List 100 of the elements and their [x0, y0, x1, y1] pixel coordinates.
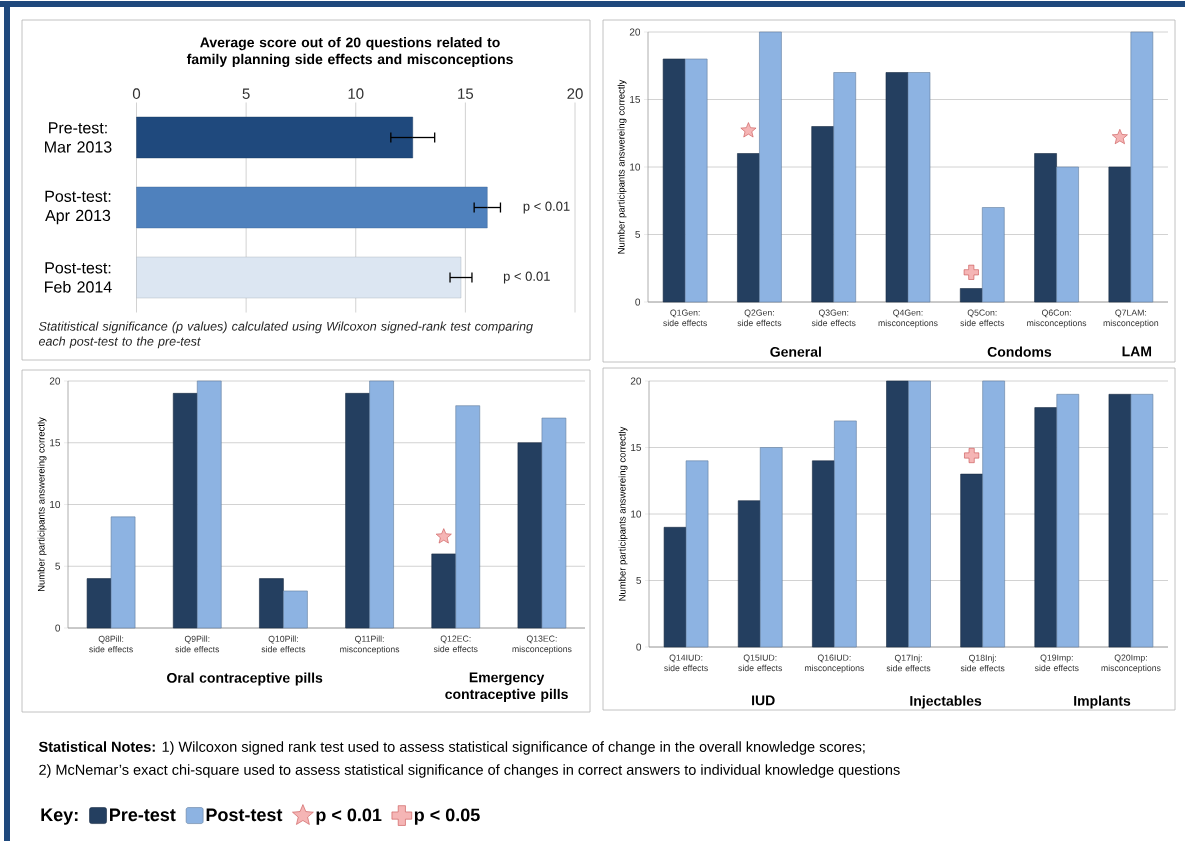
bar [960, 473, 983, 648]
bar [1130, 31, 1154, 303]
y-axis-title: Number participants answereing correctly [617, 79, 627, 254]
bar [885, 72, 909, 303]
y-tick-label: Post-test: Feb 2014 [45, 262, 112, 293]
text: Statitistical significance (p values) calculated using Wilcoxon signed-rank test comparing each post-test to the pre-test [38, 321, 533, 349]
y-tick-label: 10 [50, 500, 61, 509]
bar [196, 380, 222, 629]
y-axis-title: Number participants answereing correctly [37, 417, 47, 592]
bar [663, 527, 687, 648]
y-tick-label: 0 [55, 624, 61, 632]
x-tick-label: Q18Inj: side effects [960, 654, 1005, 672]
text: IUD [752, 695, 775, 706]
x-tick-label: 5 [242, 88, 250, 99]
x-tick-label: 15 [458, 88, 474, 99]
text: Oral contraceptive pills [167, 672, 323, 686]
y-tick-label: 20 [630, 377, 642, 385]
bar [811, 126, 835, 303]
y-axis-title: Number participants answereing correctly [618, 426, 628, 601]
bar [172, 393, 198, 629]
x-tick-label: 10 [348, 88, 364, 99]
y-tick-label: Post-test: Apr 2013 [45, 190, 111, 225]
x-tick-label: Q16IUD: misconceptions [804, 654, 865, 673]
bar [455, 405, 481, 629]
annotation: p < 0.01 [503, 271, 550, 284]
x-tick-label: Q5Con: side effects [960, 309, 1005, 327]
bar [908, 380, 931, 648]
legend-label: p < 0.05 [414, 808, 480, 825]
x-tick-label: Q11Pill: misconceptions [340, 635, 400, 655]
bar [737, 153, 760, 303]
x-tick-label: Q13EC: misconceptions [512, 635, 572, 654]
x-tick-label: Q1Gen: side effects [663, 309, 707, 327]
bar [982, 380, 1005, 648]
legend-label: Post-test [206, 808, 283, 822]
text: LAM [1122, 346, 1152, 357]
x-tick-label: Q14IUD: side effects [664, 654, 708, 672]
x-tick-label: Q9Pill: side effects [175, 635, 220, 653]
bar [431, 553, 457, 629]
text: 2) McNemar’s exact chi-square used to assess statistical significance of changes in correct answers to individual knowledge questions [39, 764, 900, 778]
y-tick-label: 5 [55, 562, 61, 570]
bar [1056, 394, 1080, 648]
bar [517, 442, 543, 629]
bar [136, 186, 488, 229]
bar [1034, 153, 1057, 303]
text: Statistical Notes: 1) Wilcoxon signed rank test used to assess statistical significance of change in the overall knowledge scores; [38, 741, 865, 755]
x-tick-label: Q19Imp: side effects [1034, 654, 1079, 672]
bar [86, 578, 112, 629]
x-tick-label: Q4Gen: misconceptions [878, 309, 938, 328]
y-tick-label: 0 [635, 298, 641, 306]
bar [1034, 407, 1058, 648]
chart-title: Average score out of 20 questions related to family planning side effects and misconceptions [186, 37, 513, 67]
x-tick-label: Q12EC: side effects [433, 635, 478, 653]
annotation: p < 0.01 [523, 201, 570, 214]
bar [737, 500, 761, 648]
bar [369, 380, 394, 629]
bar [812, 460, 835, 648]
bar [136, 256, 462, 299]
y-tick-label: 10 [630, 163, 641, 171]
bar [759, 447, 783, 648]
legend-title: Key: [41, 808, 78, 825]
x-tick-label: Q17Inj: side effects [886, 654, 931, 672]
bar [684, 58, 708, 303]
x-tick-label: Q8Pill: side effects [89, 635, 133, 653]
x-tick-label: Q7LAM: misconception [1103, 309, 1159, 328]
legend-label: Pre-test [110, 808, 176, 822]
bar [662, 58, 686, 303]
bar [981, 207, 1005, 303]
bar [259, 578, 284, 629]
bar [283, 590, 308, 629]
bar [959, 288, 983, 303]
legend-label: p < 0.01 [316, 808, 382, 825]
bar [110, 516, 136, 629]
text: Emergency contraceptive pills [445, 672, 568, 702]
bar [759, 31, 782, 303]
text: Condoms [987, 346, 1052, 357]
y-tick-label: 15 [631, 444, 642, 451]
bar [834, 420, 857, 648]
y-tick-label: 20 [629, 28, 641, 36]
x-tick-label: Q2Gen: side effects [737, 309, 782, 327]
x-tick-label: Q3Gen: side effects [811, 309, 856, 327]
bar [907, 72, 931, 303]
bar [886, 380, 909, 648]
text: General [770, 346, 821, 357]
text: Injectables [910, 695, 982, 709]
bar [541, 417, 567, 629]
x-tick-label: 0 [132, 88, 141, 99]
y-tick-label: 5 [635, 231, 641, 238]
bar [1056, 166, 1079, 303]
x-tick-label: Q6Con: misconceptions [1027, 309, 1087, 328]
y-tick-label: 15 [50, 439, 61, 447]
x-tick-label: Q15IUD: side effects [738, 654, 783, 672]
text: Implants [1074, 695, 1131, 709]
bar [685, 460, 709, 648]
x-tick-label: Q10Pill: side effects [261, 635, 306, 653]
bar [345, 393, 370, 629]
y-tick-label: Pre-test: Mar 2013 [45, 122, 112, 153]
bar [833, 72, 857, 303]
bar [1108, 394, 1132, 648]
y-tick-label: 20 [49, 377, 61, 385]
x-tick-label: 20 [567, 88, 583, 99]
